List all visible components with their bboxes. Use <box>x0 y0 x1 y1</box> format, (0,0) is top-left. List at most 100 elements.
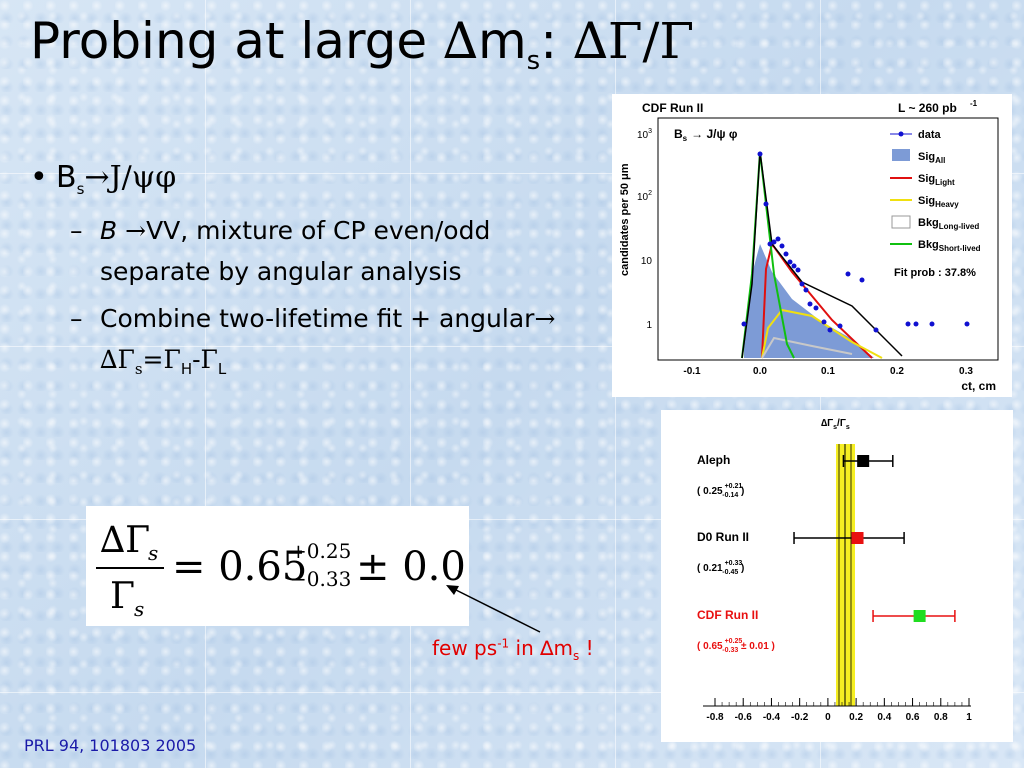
svg-text:0.0: 0.0 <box>753 366 767 377</box>
formula-sup: +0.25 <box>290 539 351 563</box>
title-m: m <box>477 12 527 70</box>
bullet-dot-icon: • <box>30 160 48 195</box>
title-text: Probing at large <box>30 12 444 70</box>
plot2-xtick-label: 0.8 <box>934 712 948 723</box>
formula-box: ∆Γ s Γ s = 0.65 +0.25 −0.33 ± 0.01 <box>86 506 491 626</box>
plot1-ylabel: candidates per 50 μm <box>619 163 631 276</box>
plot2-xtick-label: 0.4 <box>877 712 891 723</box>
legend-sig-heavy: SigHeavy <box>890 195 959 209</box>
measurement-name: Aleph <box>697 453 730 467</box>
subbullet-vv: – B →VV, mixture of CP even/odd separate … <box>30 210 590 292</box>
title-colon: : <box>540 12 573 70</box>
svg-text:1: 1 <box>646 320 652 331</box>
svg-text:103: 103 <box>637 128 652 141</box>
plot1-xticks: -0.1 0.0 0.1 0.2 0.3 <box>683 366 973 377</box>
bullet-rest: J/ψφ <box>109 160 177 195</box>
plot1-legend: Bs → J/ψ φ data SigAll SigLight SigHeavy … <box>674 127 981 279</box>
bg-line <box>205 0 206 768</box>
svg-text:0.1: 0.1 <box>821 366 835 377</box>
sub2-text: Combine two-lifetime fit + angular <box>100 304 535 333</box>
slide-title: Probing at large ∆ms: ∆Γ/Γ <box>30 12 694 76</box>
svg-text:SigHeavy: SigHeavy <box>918 195 959 209</box>
formula-value: = 0.65 <box>172 544 307 590</box>
legend-bkg-long: BkgLong-lived <box>891 215 979 231</box>
plot2-xtick-label: -0.8 <box>706 712 724 723</box>
svg-text:BkgShort-lived: BkgShort-lived <box>918 239 981 253</box>
legend-data: data <box>890 129 942 141</box>
formula-den-sub: s <box>134 597 144 621</box>
svg-text:0.3: 0.3 <box>959 366 973 377</box>
arrow-icon: → <box>84 160 110 195</box>
note-few-ps: few ps-1 in ∆ms ! <box>432 636 594 663</box>
measurement-value: ( 0.21 +0.33 -0.45 ) <box>697 560 744 576</box>
plot1-header-sup: -1 <box>970 99 978 108</box>
plot1-fit-prob: Fit prob : 37.8% <box>894 267 976 279</box>
data-points <box>741 151 970 333</box>
formula-pm: ± 0.01 <box>356 544 469 590</box>
bg-line <box>410 0 411 768</box>
bg-line <box>0 346 1024 347</box>
legend-bkg-short: BkgShort-lived <box>890 239 981 253</box>
title-delta: ∆ <box>443 12 478 70</box>
dash-icon: – <box>70 304 83 333</box>
formula-num-sub: s <box>148 541 158 565</box>
plot2-xtick-label: 0 <box>825 712 831 723</box>
measurement-name: D0 Run II <box>697 530 749 544</box>
title-ratio: ∆Γ/Γ <box>572 12 695 70</box>
sub1-b: B <box>100 216 126 245</box>
sub2-minus: -Γ <box>192 345 218 374</box>
lifetime-plot: CDF Run II L ~ 260 pb -1 candidates per … <box>612 94 1012 397</box>
bullet-sub: s <box>76 180 85 198</box>
central-value-marker <box>857 455 870 467</box>
central-value-marker <box>913 610 926 622</box>
arrow-icon: → <box>125 216 147 245</box>
central-value-marker <box>851 532 864 544</box>
sig-heavy-curve <box>761 308 883 359</box>
measurement-value: ( 0.65 +0.25 -0.33 ± 0.01 ) <box>697 638 775 654</box>
measurements: Aleph ( 0.25 +0.21 -0.14 ) D0 Run II ( 0.21 +0… <box>697 453 956 654</box>
note-sub: s <box>572 649 580 663</box>
plot2-xticks: -0.8 -0.6 -0.4 -0.2 0 0.2 0.4 0.6 0.8 1 <box>706 698 972 723</box>
reference: PRL 94, 101803 2005 <box>24 736 197 755</box>
plot1-header-right: L ~ 260 pb <box>898 101 957 115</box>
measurement-value: ( 0.25 +0.21 -0.14 ) <box>697 483 744 499</box>
plot2-xtick-label: 1 <box>966 712 972 723</box>
bg-line <box>0 519 1024 520</box>
bg-line <box>0 692 1024 693</box>
formula-num: ∆Γ <box>100 520 150 561</box>
comparison-plot: ∆Γs/Γs Aleph ( 0.25 +0.21 -0.14 ) D0 Run II (… <box>661 410 1013 742</box>
plot1-channel: Bs → J/ψ φ <box>674 127 738 143</box>
svg-text:BkgLong-lived: BkgLong-lived <box>918 217 979 231</box>
sub2-eq: =Γ <box>142 345 181 374</box>
svg-text:0.2: 0.2 <box>890 366 904 377</box>
bullet-bs-jpsi-phi: • Bs→J/ψφ <box>30 160 590 198</box>
svg-text:SigLight: SigLight <box>918 173 955 187</box>
plot1-xlabel: ct, cm <box>961 379 996 393</box>
bg-line <box>0 173 1024 174</box>
formula-den: Γ <box>110 576 135 617</box>
svg-text:-0.1: -0.1 <box>683 366 701 377</box>
plot1-header-left: CDF Run II <box>642 101 703 115</box>
sub2-dg: ∆Γ <box>100 345 135 374</box>
arrow-icon: → <box>534 304 556 333</box>
plot2-xtick-label: 0.2 <box>849 712 863 723</box>
measurement-name: CDF Run II <box>697 608 758 622</box>
sig-all-fill <box>744 244 874 358</box>
plot2-xtick-label: -0.4 <box>763 712 781 723</box>
svg-text:10: 10 <box>641 256 653 267</box>
plot2-xtick-label: 0.6 <box>906 712 920 723</box>
sub2-h: H <box>180 360 193 378</box>
plot2-xtick-label: -0.2 <box>791 712 809 723</box>
plot1-yticks: 103 102 10 1 <box>637 128 652 331</box>
svg-text:102: 102 <box>637 190 652 203</box>
note-text: in ∆m <box>509 636 573 660</box>
sub1-text: VV, mixture of CP even/odd separate by a… <box>100 216 491 286</box>
legend-sig-light: SigLight <box>890 173 955 187</box>
dash-icon: – <box>70 216 83 245</box>
note-text: few ps <box>432 636 498 660</box>
formula-sub: −0.33 <box>290 567 351 591</box>
svg-text:data: data <box>918 129 942 141</box>
legend-sig-all: SigAll <box>892 149 945 165</box>
plot2-title: ∆Γs/Γs <box>821 418 850 431</box>
